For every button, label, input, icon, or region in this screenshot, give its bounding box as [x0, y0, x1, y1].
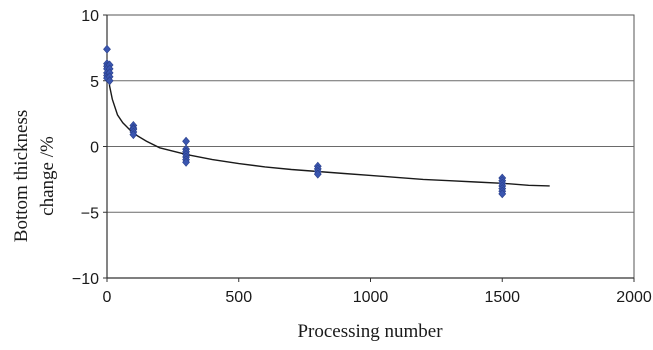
x-tick-label-2000: 2000 [616, 289, 652, 306]
x-axis-title: Processing number [297, 321, 443, 342]
x-tick-label-1500: 1500 [484, 289, 520, 306]
data-point-27 [313, 169, 322, 179]
y-axis-title-line-2: change /% [37, 136, 58, 216]
y-tick-label-5: 5 [90, 74, 99, 91]
trend-line-group [107, 60, 550, 187]
y-tick-label-0: 0 [90, 140, 99, 157]
data-point-34 [498, 189, 507, 199]
y-tick-labels: −10 −5 0 5 10 [72, 8, 99, 288]
trend-line [107, 60, 550, 187]
y-axis-title-line-1: Bottom thickness [11, 110, 32, 242]
data-point-11 [105, 76, 114, 86]
axis-lines [103, 14, 635, 282]
data-point-16 [129, 130, 138, 140]
data-point-0 [103, 44, 111, 54]
data-point-23 [182, 157, 190, 167]
data-points [103, 44, 507, 199]
x-tick-label-1000: 1000 [353, 289, 389, 306]
x-tick-label-500: 500 [225, 289, 252, 306]
x-tick-labels: 0 500 1000 1500 2000 [103, 289, 652, 306]
y-tick-label--5: −5 [81, 205, 99, 222]
gridlines [107, 80, 634, 213]
x-tick-label-0: 0 [103, 289, 112, 306]
y-tick-label-10: 10 [81, 8, 99, 25]
y-tick-label--10: −10 [72, 271, 99, 288]
